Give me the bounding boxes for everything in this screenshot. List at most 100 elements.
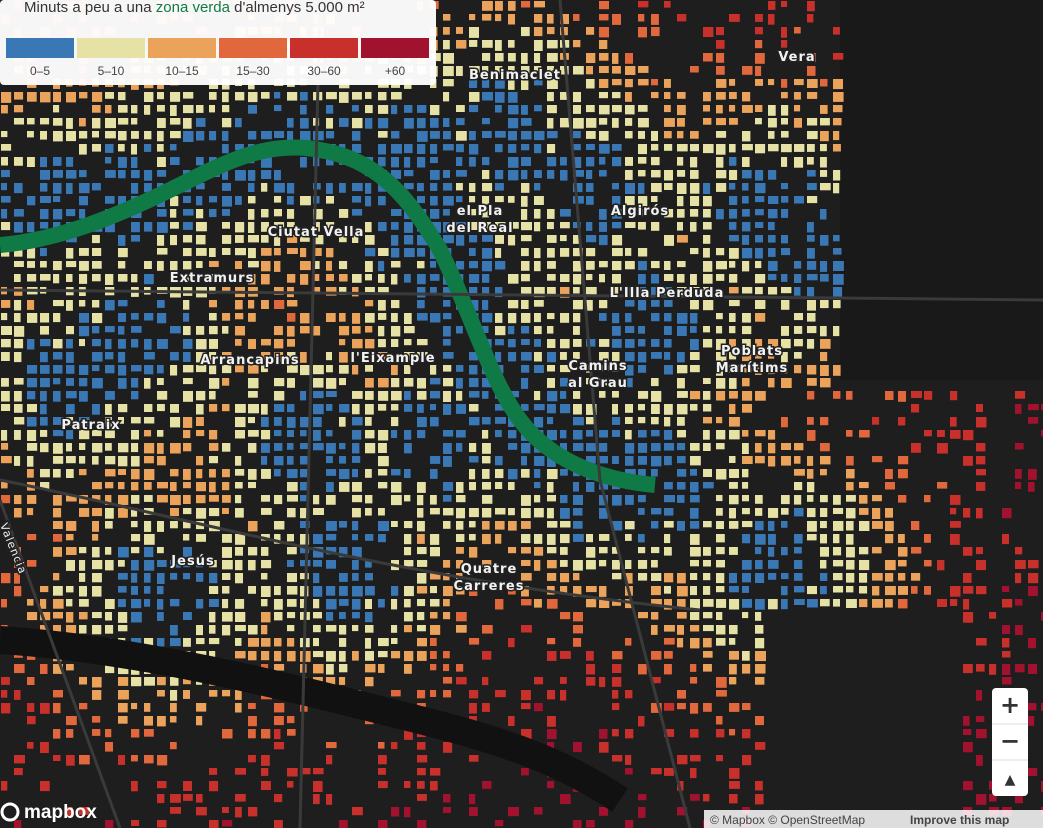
building [261,599,268,607]
building [586,547,596,558]
building [651,703,662,713]
building [651,573,662,581]
building [248,469,257,480]
building [612,729,619,737]
compass-button[interactable]: ▲ [1005,772,1016,788]
building [1015,625,1023,636]
building [521,313,531,323]
building [27,131,34,138]
building [131,105,138,114]
building [573,352,580,359]
building [755,794,764,805]
building [456,560,464,569]
building [287,573,297,583]
building [53,521,63,529]
building [742,144,753,151]
building [170,625,178,636]
building [690,521,700,529]
building [469,417,480,426]
building [573,820,582,828]
building [40,391,47,402]
mapbox-logo[interactable]: mapbox [24,802,97,823]
building [27,534,37,541]
legend-label: +60 [385,64,406,78]
building [40,599,47,609]
building [235,144,244,151]
building [14,391,22,402]
building [534,326,542,335]
building [638,560,648,569]
building [677,209,685,218]
building [534,261,541,272]
building [768,196,779,204]
building [131,573,138,583]
building [1028,573,1039,584]
building [40,378,50,388]
building [66,547,77,555]
building [807,79,818,88]
building [482,196,490,205]
building [118,248,128,258]
building [365,469,372,478]
building [1041,703,1043,711]
building [742,352,752,362]
building [92,92,103,102]
building [482,14,492,21]
building [742,196,749,204]
building [534,53,541,63]
building [443,443,452,454]
building [339,313,346,322]
building [521,157,531,166]
building [742,378,750,387]
building [79,599,89,607]
building [716,66,725,75]
building [794,456,801,464]
building [755,209,764,216]
building [170,365,178,376]
zoom-out-button[interactable]: − [1000,727,1020,755]
building [781,144,792,153]
building [66,443,72,452]
building [209,820,219,828]
building [235,261,242,269]
building [664,768,674,776]
building [482,157,490,166]
building [612,183,619,190]
attribution-text[interactable]: © Mapbox © OpenStreetMap [710,813,865,827]
building [209,274,218,281]
building [118,469,126,475]
building [482,781,492,789]
building [222,599,229,609]
building [430,508,440,515]
building [196,339,207,350]
building [703,222,712,230]
building [898,586,908,595]
building [768,274,777,281]
building [391,131,400,139]
building [755,300,766,309]
building [586,430,593,437]
building [768,352,775,359]
building [79,183,90,194]
building [53,430,64,437]
building [950,508,957,515]
building [599,118,608,125]
building [703,378,711,384]
building [131,222,140,233]
building [690,313,698,324]
building [508,417,515,427]
place-label: al Grau [568,376,628,391]
building [599,807,609,816]
place-label: Extramurs [170,271,255,286]
building [989,664,997,675]
building [274,92,281,99]
building [677,755,688,765]
building [300,118,309,129]
building [547,417,554,425]
building [755,638,765,649]
building [846,599,857,608]
building [404,495,411,502]
building [222,105,230,113]
zoom-in-button[interactable]: + [1000,691,1020,719]
improve-map-link[interactable]: Improve this map [910,813,1009,827]
